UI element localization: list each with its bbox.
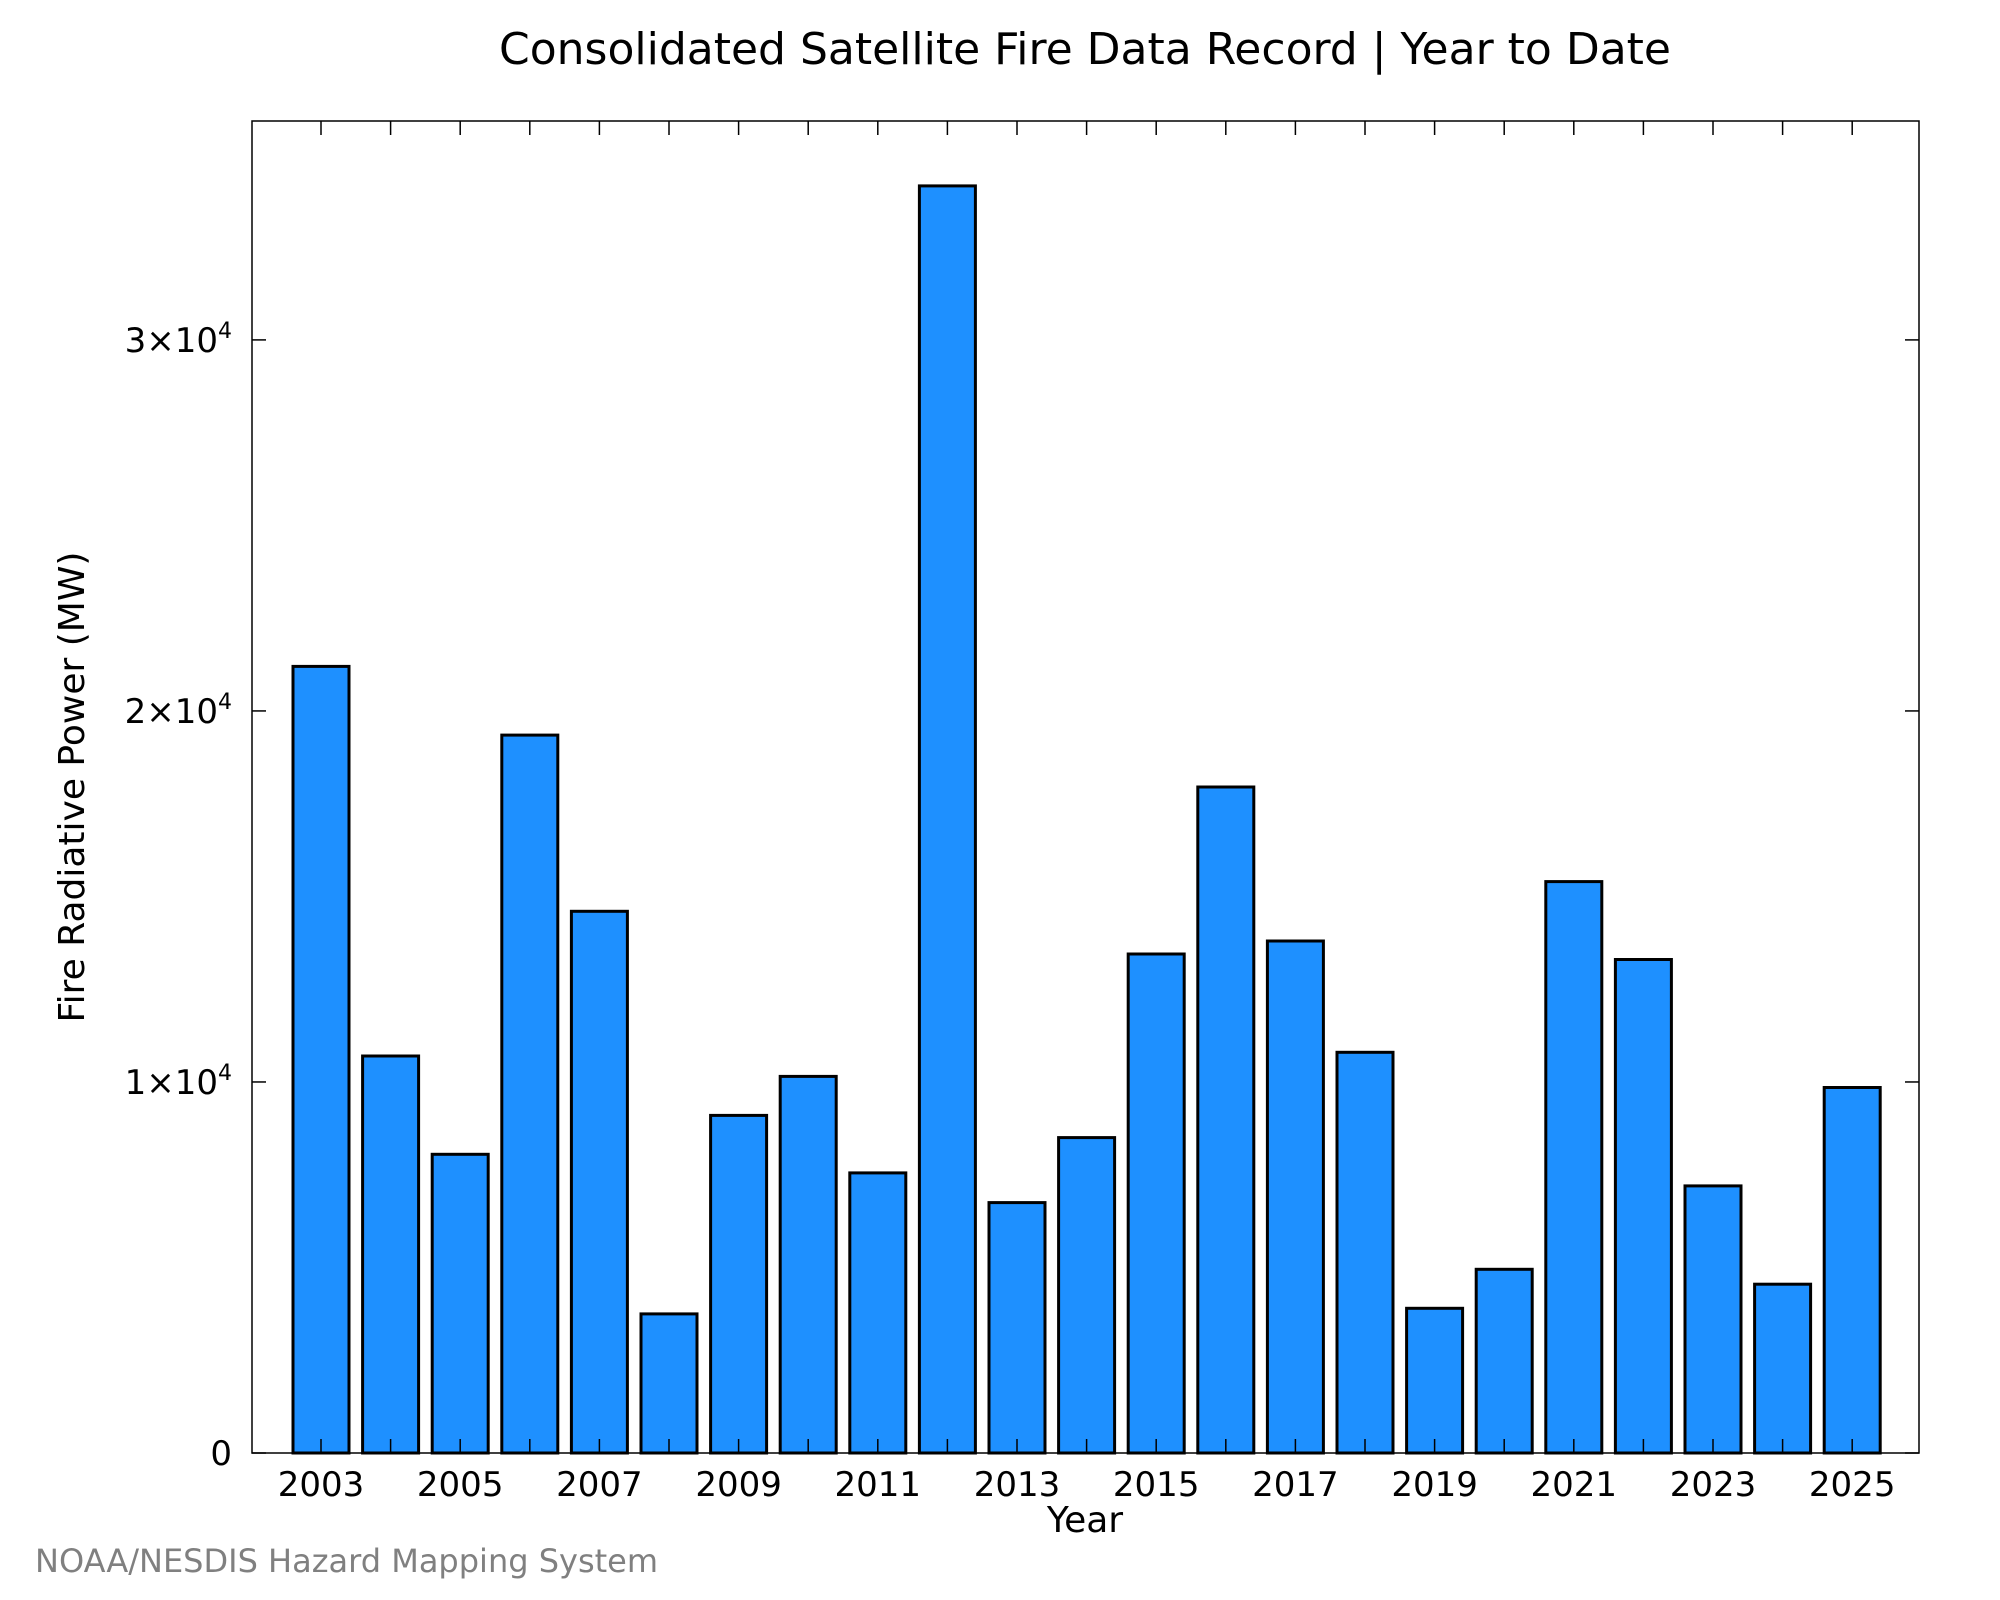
y-tick-exponent: 4 — [218, 319, 232, 344]
x-tick-label: 2009 — [695, 1465, 782, 1505]
bar-2005 — [430, 1152, 490, 1455]
bar-2023 — [1683, 1184, 1743, 1455]
bar-2007 — [569, 909, 629, 1455]
y-tick-mantissa: 0 — [210, 1434, 232, 1474]
y-tick-exponent: 4 — [218, 1061, 232, 1086]
chart-title: Consolidated Satellite Fire Data Record … — [499, 24, 1671, 75]
x-tick-label: 2013 — [974, 1465, 1061, 1505]
y-tick-label: 1×104 — [125, 1061, 232, 1103]
x-tick-label: 2007 — [556, 1465, 643, 1505]
x-tick-label: 2015 — [1113, 1465, 1200, 1505]
bar-2010 — [778, 1074, 838, 1455]
x-axis-label: Year — [1046, 1500, 1123, 1541]
bar-2016 — [1196, 785, 1256, 1455]
bars-group — [291, 184, 1882, 1455]
bar-2015 — [1126, 952, 1186, 1455]
x-tick-label: 2017 — [1252, 1465, 1339, 1505]
x-axis: 2003 2005 2007 2009 2011 2013 2015 2017 2019 2021… — [278, 121, 1896, 1505]
bar-2017 — [1265, 939, 1325, 1455]
bar-2013 — [987, 1201, 1047, 1455]
x-tick-label: 2023 — [1670, 1465, 1757, 1505]
bar-2012 — [917, 184, 977, 1455]
x-tick-label: 2025 — [1809, 1465, 1896, 1505]
bar-2020 — [1474, 1267, 1534, 1455]
y-tick-mantissa: 1×10 — [125, 1063, 218, 1103]
bar-2009 — [709, 1113, 769, 1455]
x-tick-label: 2011 — [835, 1465, 922, 1505]
x-tick-label: 2005 — [417, 1465, 504, 1505]
y-tick-mantissa: 2×10 — [125, 692, 218, 732]
x-tick-label: 2019 — [1391, 1465, 1478, 1505]
y-tick-label: 2×104 — [125, 690, 232, 732]
bar-2014 — [1057, 1136, 1117, 1455]
bar-2024 — [1753, 1282, 1813, 1455]
bar-2025 — [1822, 1086, 1882, 1455]
source-credit: NOAA/NESDIS Hazard Mapping System — [35, 1542, 659, 1580]
plot-frame — [251, 120, 1920, 1454]
bar-2011 — [848, 1171, 908, 1455]
y-tick-exponent: 4 — [218, 690, 232, 715]
bar-2003 — [291, 664, 351, 1455]
bar-2018 — [1335, 1050, 1395, 1455]
x-tick-label: 2003 — [278, 1465, 365, 1505]
y-tick-label: 3×104 — [125, 319, 232, 361]
bar-2008 — [639, 1312, 699, 1455]
bar-2006 — [500, 733, 560, 1455]
y-tick-mantissa: 3×10 — [125, 321, 218, 361]
y-tick-label: 0 — [210, 1434, 232, 1474]
bar-2004 — [361, 1054, 421, 1455]
bar-2021 — [1544, 880, 1604, 1455]
bar-2019 — [1405, 1306, 1465, 1455]
y-axis-label: Fire Radiative Power (MW) — [52, 552, 93, 1023]
x-tick-label: 2021 — [1531, 1465, 1618, 1505]
bar-2022 — [1613, 958, 1673, 1455]
